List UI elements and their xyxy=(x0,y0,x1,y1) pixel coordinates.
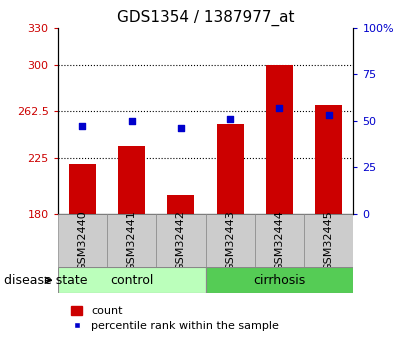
Text: GSM32445: GSM32445 xyxy=(324,210,334,271)
Bar xyxy=(255,214,304,267)
Text: GSM32442: GSM32442 xyxy=(176,210,186,271)
Point xyxy=(79,124,85,129)
Text: GSM32440: GSM32440 xyxy=(77,210,87,271)
Text: GSM32443: GSM32443 xyxy=(225,210,235,271)
Text: cirrhosis: cirrhosis xyxy=(253,274,306,287)
Bar xyxy=(304,214,353,267)
Point xyxy=(128,118,135,124)
Text: GSM32441: GSM32441 xyxy=(127,210,136,271)
Point xyxy=(326,112,332,118)
Bar xyxy=(156,214,206,267)
Bar xyxy=(58,267,206,293)
Point xyxy=(178,126,184,131)
Bar xyxy=(315,105,342,214)
Bar xyxy=(107,214,156,267)
Bar xyxy=(206,267,353,293)
Text: GSM32444: GSM32444 xyxy=(275,210,284,271)
Point xyxy=(227,116,233,122)
Title: GDS1354 / 1387977_at: GDS1354 / 1387977_at xyxy=(117,10,294,26)
Bar xyxy=(118,146,145,214)
Bar xyxy=(206,214,255,267)
Bar xyxy=(217,125,244,214)
Point xyxy=(276,105,283,110)
Bar xyxy=(69,164,96,214)
Text: control: control xyxy=(110,274,153,287)
Legend: count, percentile rank within the sample: count, percentile rank within the sample xyxy=(72,306,279,331)
Bar xyxy=(58,214,107,267)
Bar xyxy=(167,195,194,214)
Bar xyxy=(266,65,293,214)
Text: disease state: disease state xyxy=(4,274,88,287)
